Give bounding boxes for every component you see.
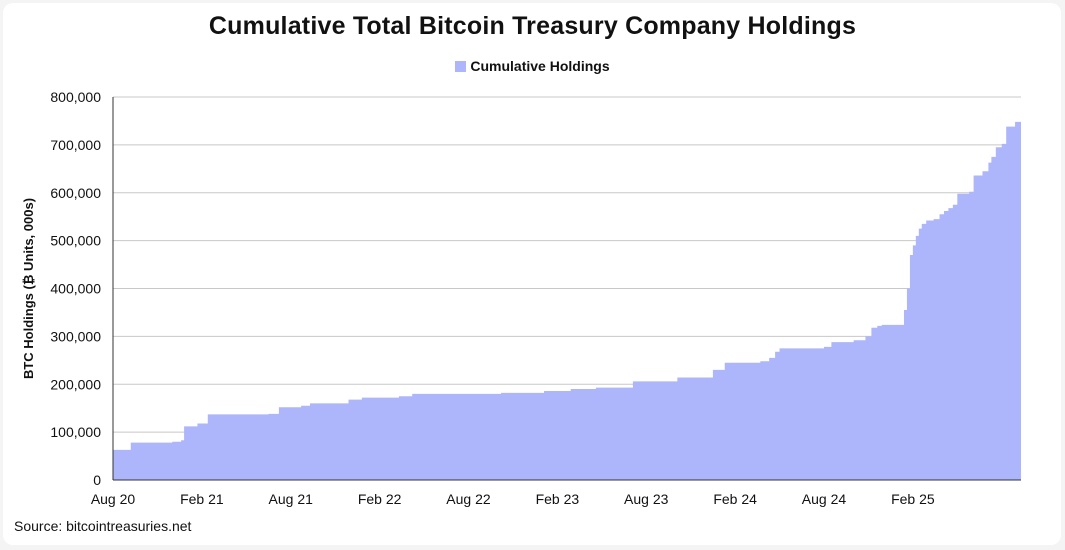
y-tick-label: 400,000 <box>50 281 101 297</box>
x-tick-label: Aug 24 <box>802 491 847 507</box>
x-tick-label: Feb 25 <box>891 491 935 507</box>
chart-title: Cumulative Total Bitcoin Treasury Compan… <box>208 12 857 40</box>
x-tick-label: Feb 21 <box>180 491 224 507</box>
series-area-cumulative-holdings <box>113 119 1021 480</box>
y-axis-label: BTC Holdings (₿ Units, 000s) <box>21 198 36 379</box>
y-tick-label: 500,000 <box>50 233 101 249</box>
x-tick-label: Aug 22 <box>446 491 491 507</box>
y-tick-label: 200,000 <box>50 376 101 392</box>
x-tick-label: Feb 23 <box>536 491 580 507</box>
source-note: Source: bitcointreasuries.net <box>14 518 192 534</box>
y-tick-label: 600,000 <box>50 185 101 201</box>
legend-swatch <box>455 60 467 72</box>
y-tick-label: 300,000 <box>50 328 101 344</box>
legend-label: Cumulative Holdings <box>470 58 610 74</box>
y-tick-label: 0 <box>93 472 101 488</box>
y-tick-label: 100,000 <box>50 424 101 440</box>
x-tick-label: Aug 23 <box>624 491 669 507</box>
x-tick-label: Aug 20 <box>91 491 136 507</box>
x-tick-label: Feb 22 <box>358 491 402 507</box>
x-tick-label: Aug 21 <box>269 491 314 507</box>
y-tick-label: 800,000 <box>50 89 101 105</box>
x-tick-label: Feb 24 <box>713 491 757 507</box>
y-tick-label: 700,000 <box>50 137 101 153</box>
chart-legend: Cumulative Holdings <box>0 58 1065 74</box>
